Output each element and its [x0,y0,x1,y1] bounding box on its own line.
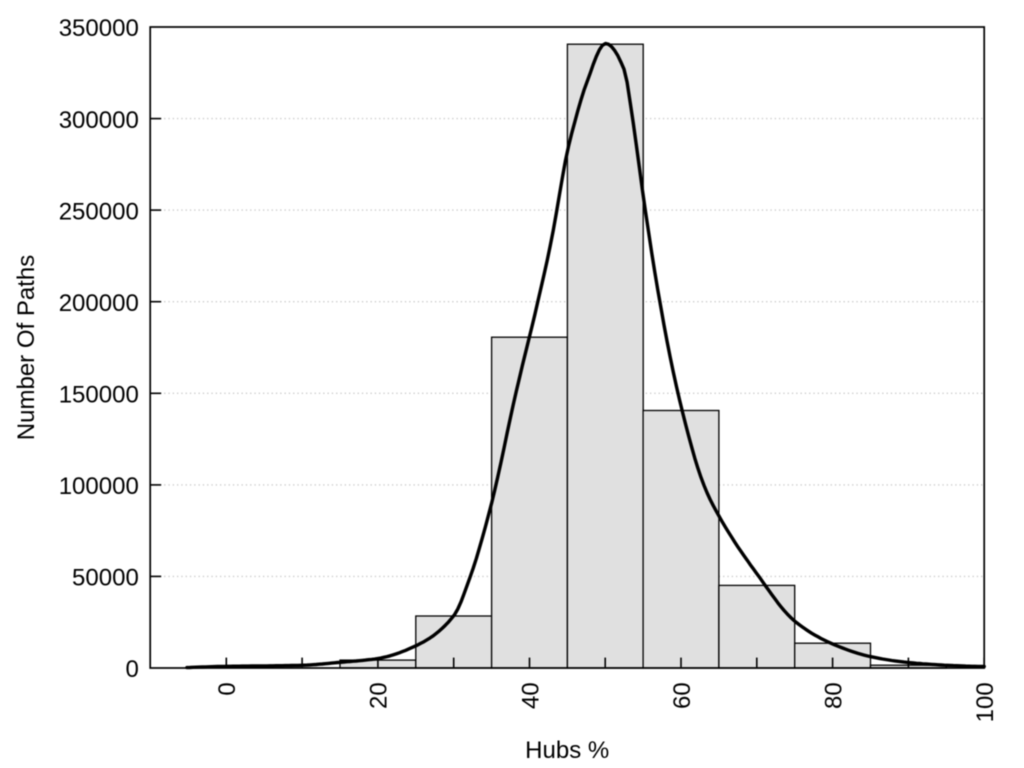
svg-text:250000: 250000 [59,198,139,225]
svg-text:20: 20 [366,682,393,709]
svg-text:60: 60 [669,682,696,709]
svg-text:40: 40 [517,682,544,709]
svg-text:50000: 50000 [72,565,139,592]
svg-text:0: 0 [214,682,241,695]
svg-text:0: 0 [125,656,138,683]
svg-text:100: 100 [972,682,999,722]
svg-text:80: 80 [820,682,847,709]
svg-text:350000: 350000 [59,15,139,42]
svg-text:100000: 100000 [59,473,139,500]
svg-text:200000: 200000 [59,290,139,317]
svg-text:150000: 150000 [59,382,139,409]
svg-text:300000: 300000 [59,107,139,134]
svg-text:Hubs %: Hubs % [525,737,609,764]
svg-text:Number Of Paths: Number Of Paths [13,255,40,440]
